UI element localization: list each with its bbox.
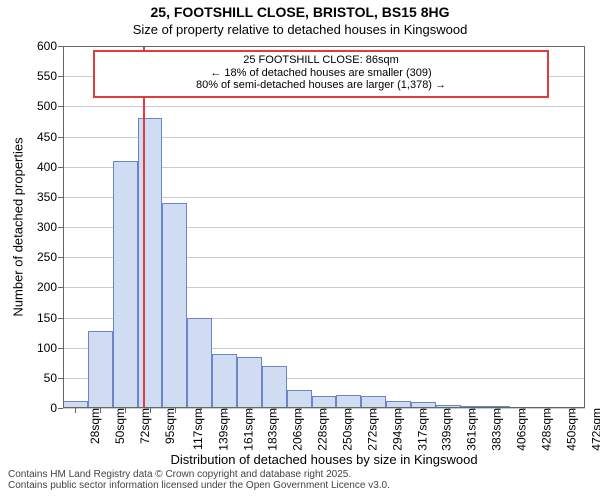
x-tick-label: 406sqm — [510, 408, 528, 451]
chart-subtitle: Size of property relative to detached ho… — [0, 22, 600, 37]
x-tick-mark — [399, 408, 400, 413]
x-tick-mark — [249, 408, 250, 413]
x-tick-mark — [225, 408, 226, 413]
x-tick-mark — [299, 408, 300, 413]
x-tick-label: 139sqm — [212, 408, 230, 451]
x-tick-mark — [324, 408, 325, 413]
histogram-bar — [312, 396, 337, 408]
y-tick-label: 500 — [37, 99, 63, 113]
y-tick-label: 300 — [37, 220, 63, 234]
y-tick-label: 100 — [37, 341, 63, 355]
x-tick-mark — [200, 408, 201, 413]
callout-line: 25 FOOTSHILL CLOSE: 86sqm — [101, 54, 541, 67]
x-tick-label: 472sqm — [585, 408, 600, 451]
histogram-bar — [88, 331, 113, 408]
histogram-bar — [212, 354, 237, 408]
x-tick-label: 72sqm — [134, 408, 152, 444]
y-tick-label: 250 — [37, 250, 63, 264]
x-tick-mark — [423, 408, 424, 413]
histogram-bar — [138, 118, 163, 408]
histogram-bar — [187, 318, 212, 409]
y-tick-label: 200 — [37, 280, 63, 294]
histogram-bar — [361, 396, 386, 408]
highlight-line — [143, 46, 145, 408]
chart-title: 25, FOOTSHILL CLOSE, BRISTOL, BS15 8HG — [0, 4, 600, 20]
x-tick-label: 161sqm — [237, 408, 255, 451]
x-tick-mark — [150, 408, 151, 413]
histogram-bar — [162, 203, 187, 408]
x-tick-mark — [523, 408, 524, 413]
x-tick-label: 294sqm — [386, 408, 404, 451]
x-tick-mark — [349, 408, 350, 413]
footer-line: Contains HM Land Registry data © Crown c… — [8, 469, 390, 480]
y-tick-label: 600 — [37, 39, 63, 53]
histogram-bar — [336, 395, 361, 408]
x-tick-label: 117sqm — [187, 408, 205, 450]
x-tick-mark — [100, 408, 101, 413]
x-axis-label: Distribution of detached houses by size … — [170, 452, 477, 467]
x-tick-label: 50sqm — [109, 408, 127, 444]
x-tick-label: 95sqm — [159, 408, 177, 444]
x-tick-mark — [75, 408, 76, 413]
gridline — [63, 106, 585, 107]
y-tick-label: 450 — [37, 130, 63, 144]
x-tick-label: 317sqm — [411, 408, 429, 451]
chart-container: 25, FOOTSHILL CLOSE, BRISTOL, BS15 8HG S… — [0, 0, 600, 500]
x-tick-label: 28sqm — [84, 408, 102, 444]
plot-area: 05010015020025030035040045050055060028sq… — [63, 46, 585, 408]
x-tick-label: 361sqm — [461, 408, 479, 451]
x-tick-label: 206sqm — [287, 408, 305, 451]
callout-line: ← 18% of detached houses are smaller (30… — [101, 67, 541, 80]
x-tick-mark — [274, 408, 275, 413]
callout-line: 80% of semi-detached houses are larger (… — [101, 79, 541, 92]
histogram-bar — [287, 390, 312, 408]
x-tick-label: 339sqm — [436, 408, 454, 451]
x-tick-label: 450sqm — [560, 408, 578, 451]
y-tick-label: 350 — [37, 190, 63, 204]
x-tick-mark — [125, 408, 126, 413]
histogram-bar — [262, 366, 287, 408]
y-tick-label: 550 — [37, 69, 63, 83]
y-tick-label: 0 — [50, 401, 63, 415]
x-tick-mark — [573, 408, 574, 413]
x-tick-mark — [448, 408, 449, 413]
gridline — [63, 46, 585, 47]
histogram-bar — [113, 161, 138, 408]
x-tick-mark — [498, 408, 499, 413]
x-tick-label: 183sqm — [262, 408, 280, 451]
x-tick-label: 428sqm — [535, 408, 553, 451]
callout-box: 25 FOOTSHILL CLOSE: 86sqm← 18% of detach… — [93, 50, 549, 98]
histogram-bar — [386, 401, 411, 408]
x-tick-mark — [548, 408, 549, 413]
x-tick-mark — [175, 408, 176, 413]
x-tick-label: 228sqm — [311, 408, 329, 451]
x-tick-label: 383sqm — [485, 408, 503, 451]
histogram-bar — [63, 401, 88, 408]
y-tick-label: 400 — [37, 160, 63, 174]
footer-line: Contains public sector information licen… — [8, 480, 390, 491]
x-tick-mark — [374, 408, 375, 413]
x-tick-mark — [473, 408, 474, 413]
x-tick-label: 272sqm — [361, 408, 379, 451]
histogram-bar — [237, 357, 262, 408]
y-tick-label: 50 — [44, 371, 63, 385]
y-tick-label: 150 — [37, 311, 63, 325]
footer-attribution: Contains HM Land Registry data © Crown c… — [8, 469, 390, 491]
x-tick-label: 250sqm — [336, 408, 354, 451]
y-axis-label: Number of detached properties — [11, 137, 26, 316]
